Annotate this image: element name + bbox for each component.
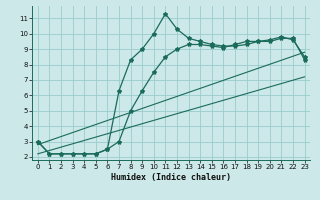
X-axis label: Humidex (Indice chaleur): Humidex (Indice chaleur) bbox=[111, 173, 231, 182]
